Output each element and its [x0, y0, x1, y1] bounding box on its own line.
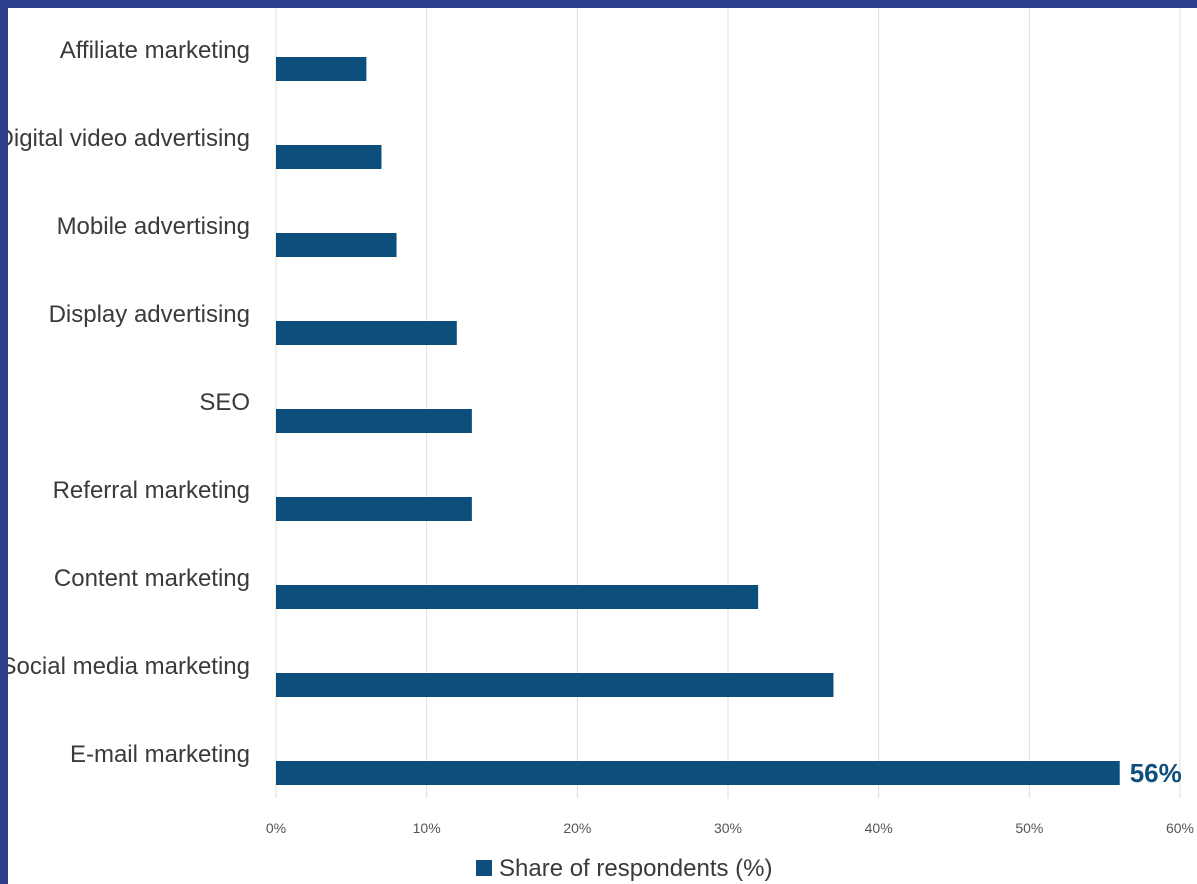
- x-tick-50: 50%: [1015, 820, 1043, 836]
- bar-mobile-advertising: [276, 233, 397, 257]
- chart-frame: Affiliate marketing Digital video adverti…: [8, 8, 1197, 884]
- x-tick-labels: 0% 10% 20% 30% 40% 50% 60%: [266, 820, 1194, 836]
- category-label-referral-marketing: Referral marketing: [53, 477, 250, 504]
- category-label-seo: SEO: [199, 389, 250, 416]
- x-tick-40: 40%: [865, 820, 893, 836]
- category-label-e-mail-marketing: E-mail marketing: [70, 741, 250, 768]
- x-tick-60: 60%: [1166, 820, 1194, 836]
- category-label-content-marketing: Content marketing: [54, 565, 250, 592]
- bar-content-marketing: [276, 585, 759, 609]
- bar-affiliate-marketing: [276, 57, 367, 81]
- category-label-mobile-advertising: Mobile advertising: [57, 213, 250, 240]
- category-label-digital-video-advertising: Digital video advertising: [8, 125, 250, 152]
- bar-social-media-marketing: [276, 673, 834, 697]
- data-labels: 56%: [1130, 758, 1182, 788]
- data-label-e-mail-marketing: 56%: [1130, 758, 1182, 788]
- bar-display-advertising: [276, 321, 457, 345]
- x-tick-10: 10%: [413, 820, 441, 836]
- bars: [276, 57, 1120, 785]
- legend-swatch: [476, 860, 492, 876]
- bar-seo: [276, 409, 472, 433]
- gridlines: [275, 8, 1181, 798]
- bar-digital-video-advertising: [276, 145, 382, 169]
- x-tick-20: 20%: [563, 820, 591, 836]
- legend: Share of respondents (%): [476, 855, 772, 882]
- x-tick-0: 0%: [266, 820, 286, 836]
- category-label-display-advertising: Display advertising: [49, 301, 250, 328]
- bar-e-mail-marketing: [276, 761, 1120, 785]
- category-labels: Affiliate marketing Digital video adverti…: [8, 37, 250, 768]
- bar-chart: Affiliate marketing Digital video adverti…: [8, 8, 1194, 882]
- category-label-affiliate-marketing: Affiliate marketing: [60, 37, 250, 64]
- legend-label: Share of respondents (%): [499, 855, 772, 882]
- category-label-social-media-marketing: Social media marketing: [8, 653, 250, 680]
- x-tick-30: 30%: [714, 820, 742, 836]
- bar-referral-marketing: [276, 497, 472, 521]
